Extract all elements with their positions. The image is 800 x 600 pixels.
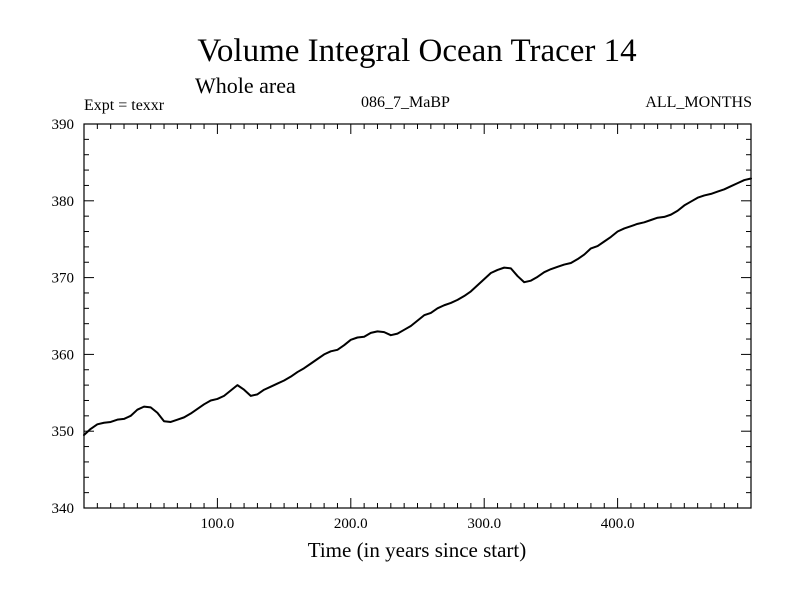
chart-subtitle: Whole area [195,73,296,98]
annotation-left: Expt = texxr [84,97,165,114]
y-tick-label: 340 [52,501,75,517]
x-tick-label: 400.0 [601,516,635,532]
x-tick-label: 200.0 [334,516,368,532]
x-tick-label: 300.0 [467,516,501,532]
y-tick-label: 370 [52,271,75,287]
y-tick-label: 390 [52,117,75,133]
x-axis-label: Time (in years since start) [308,538,527,562]
y-tick-label: 360 [52,347,75,363]
x-tick-label: 100.0 [201,516,235,532]
chart-title: Volume Integral Ocean Tracer 14 [197,33,636,69]
annotation-right: ALL_MONTHS [645,94,752,111]
plot-frame [83,123,752,509]
y-tick-label: 350 [52,424,75,440]
y-tick-label: 380 [52,194,75,210]
series-line [83,177,752,437]
annotation-center: 086_7_MaBP [361,94,450,111]
